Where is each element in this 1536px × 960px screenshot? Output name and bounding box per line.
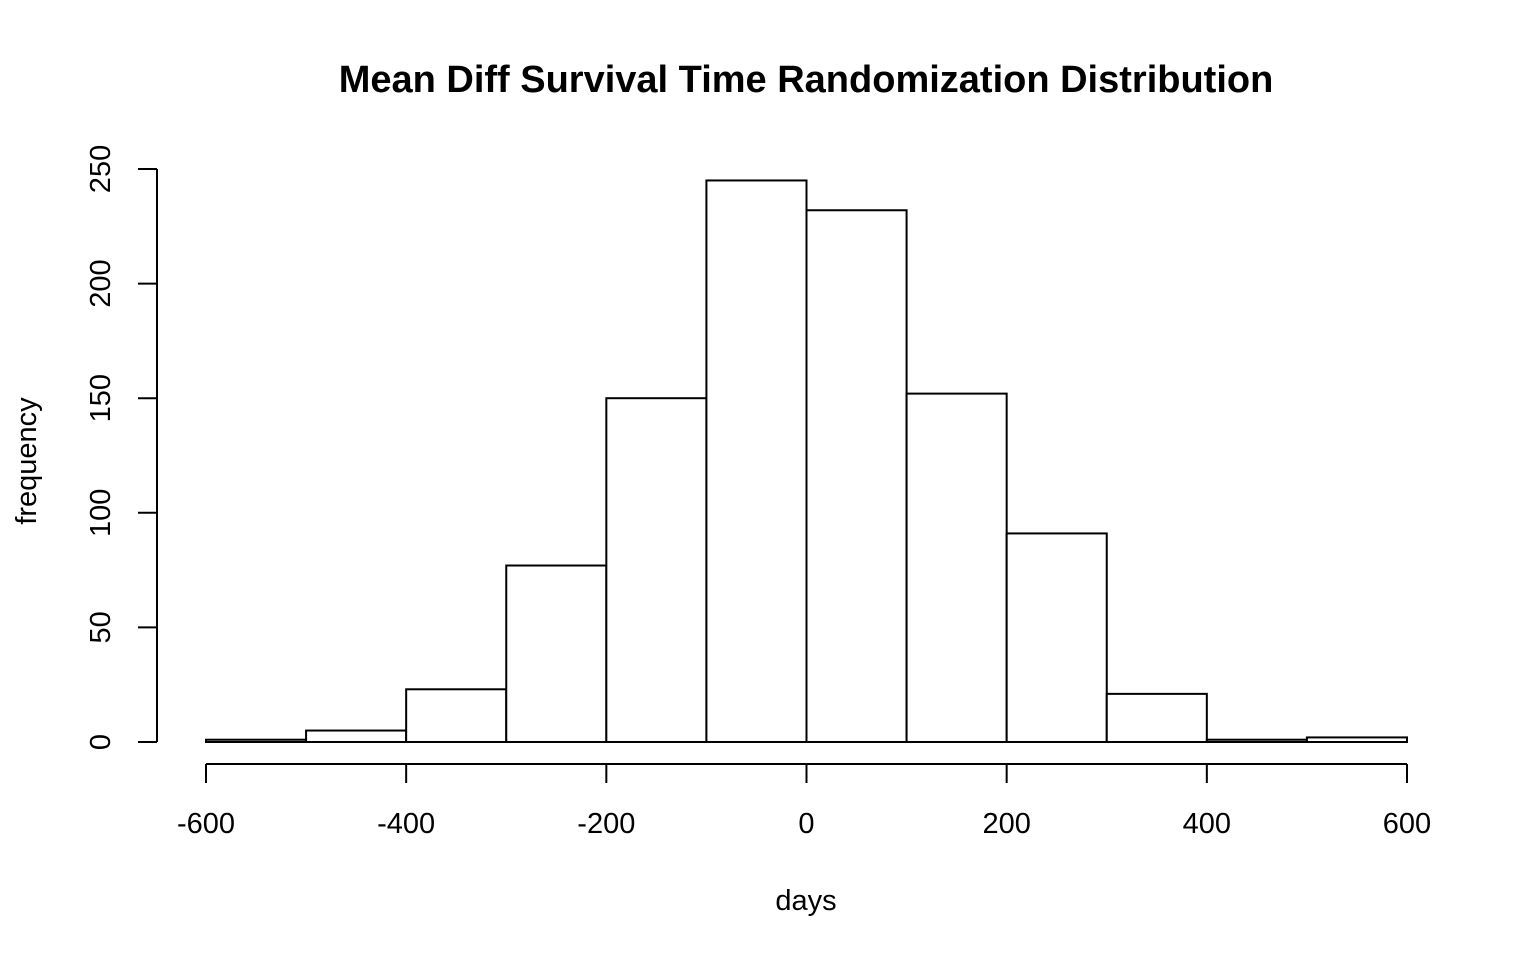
- x-tick-label: 0: [798, 808, 814, 840]
- y-axis-label: frequency: [11, 397, 43, 525]
- y-tick-label: 200: [85, 259, 117, 307]
- histogram-bar: [405, 688, 508, 743]
- y-tick-label: 100: [85, 489, 117, 537]
- histogram-bar: [805, 209, 908, 744]
- x-axis: -600 -400 -200 0 200 400 600: [177, 763, 1431, 840]
- histogram-bar: [205, 738, 308, 744]
- histogram-bar: [305, 729, 408, 743]
- histogram-bar: [1005, 532, 1108, 743]
- histogram-bar: [1205, 738, 1308, 744]
- y-tick-label: 250: [85, 145, 117, 193]
- x-tick-label: -600: [177, 808, 235, 840]
- histogram-bar: [705, 179, 808, 743]
- y-axis: 0 50 100 150 200 250: [85, 145, 158, 750]
- chart-title: Mean Diff Survival Time Randomization Di…: [339, 59, 1274, 101]
- x-tick-label: -200: [577, 808, 635, 840]
- histogram-bar: [605, 397, 708, 743]
- x-tick-label: 200: [982, 808, 1030, 840]
- x-axis-label: days: [775, 885, 836, 917]
- histogram-bar: [1105, 692, 1208, 743]
- histogram-bar: [1305, 736, 1408, 744]
- histogram-bar: [505, 564, 608, 743]
- x-tick-label: -400: [377, 808, 435, 840]
- x-tick-label: 600: [1383, 808, 1431, 840]
- x-tick-label: 400: [1183, 808, 1231, 840]
- y-tick-label: 50: [85, 611, 117, 643]
- y-tick-label: 150: [85, 374, 117, 422]
- histogram-bar: [905, 392, 1008, 743]
- histogram-bars: [205, 179, 1408, 744]
- y-tick-label: 0: [85, 734, 117, 750]
